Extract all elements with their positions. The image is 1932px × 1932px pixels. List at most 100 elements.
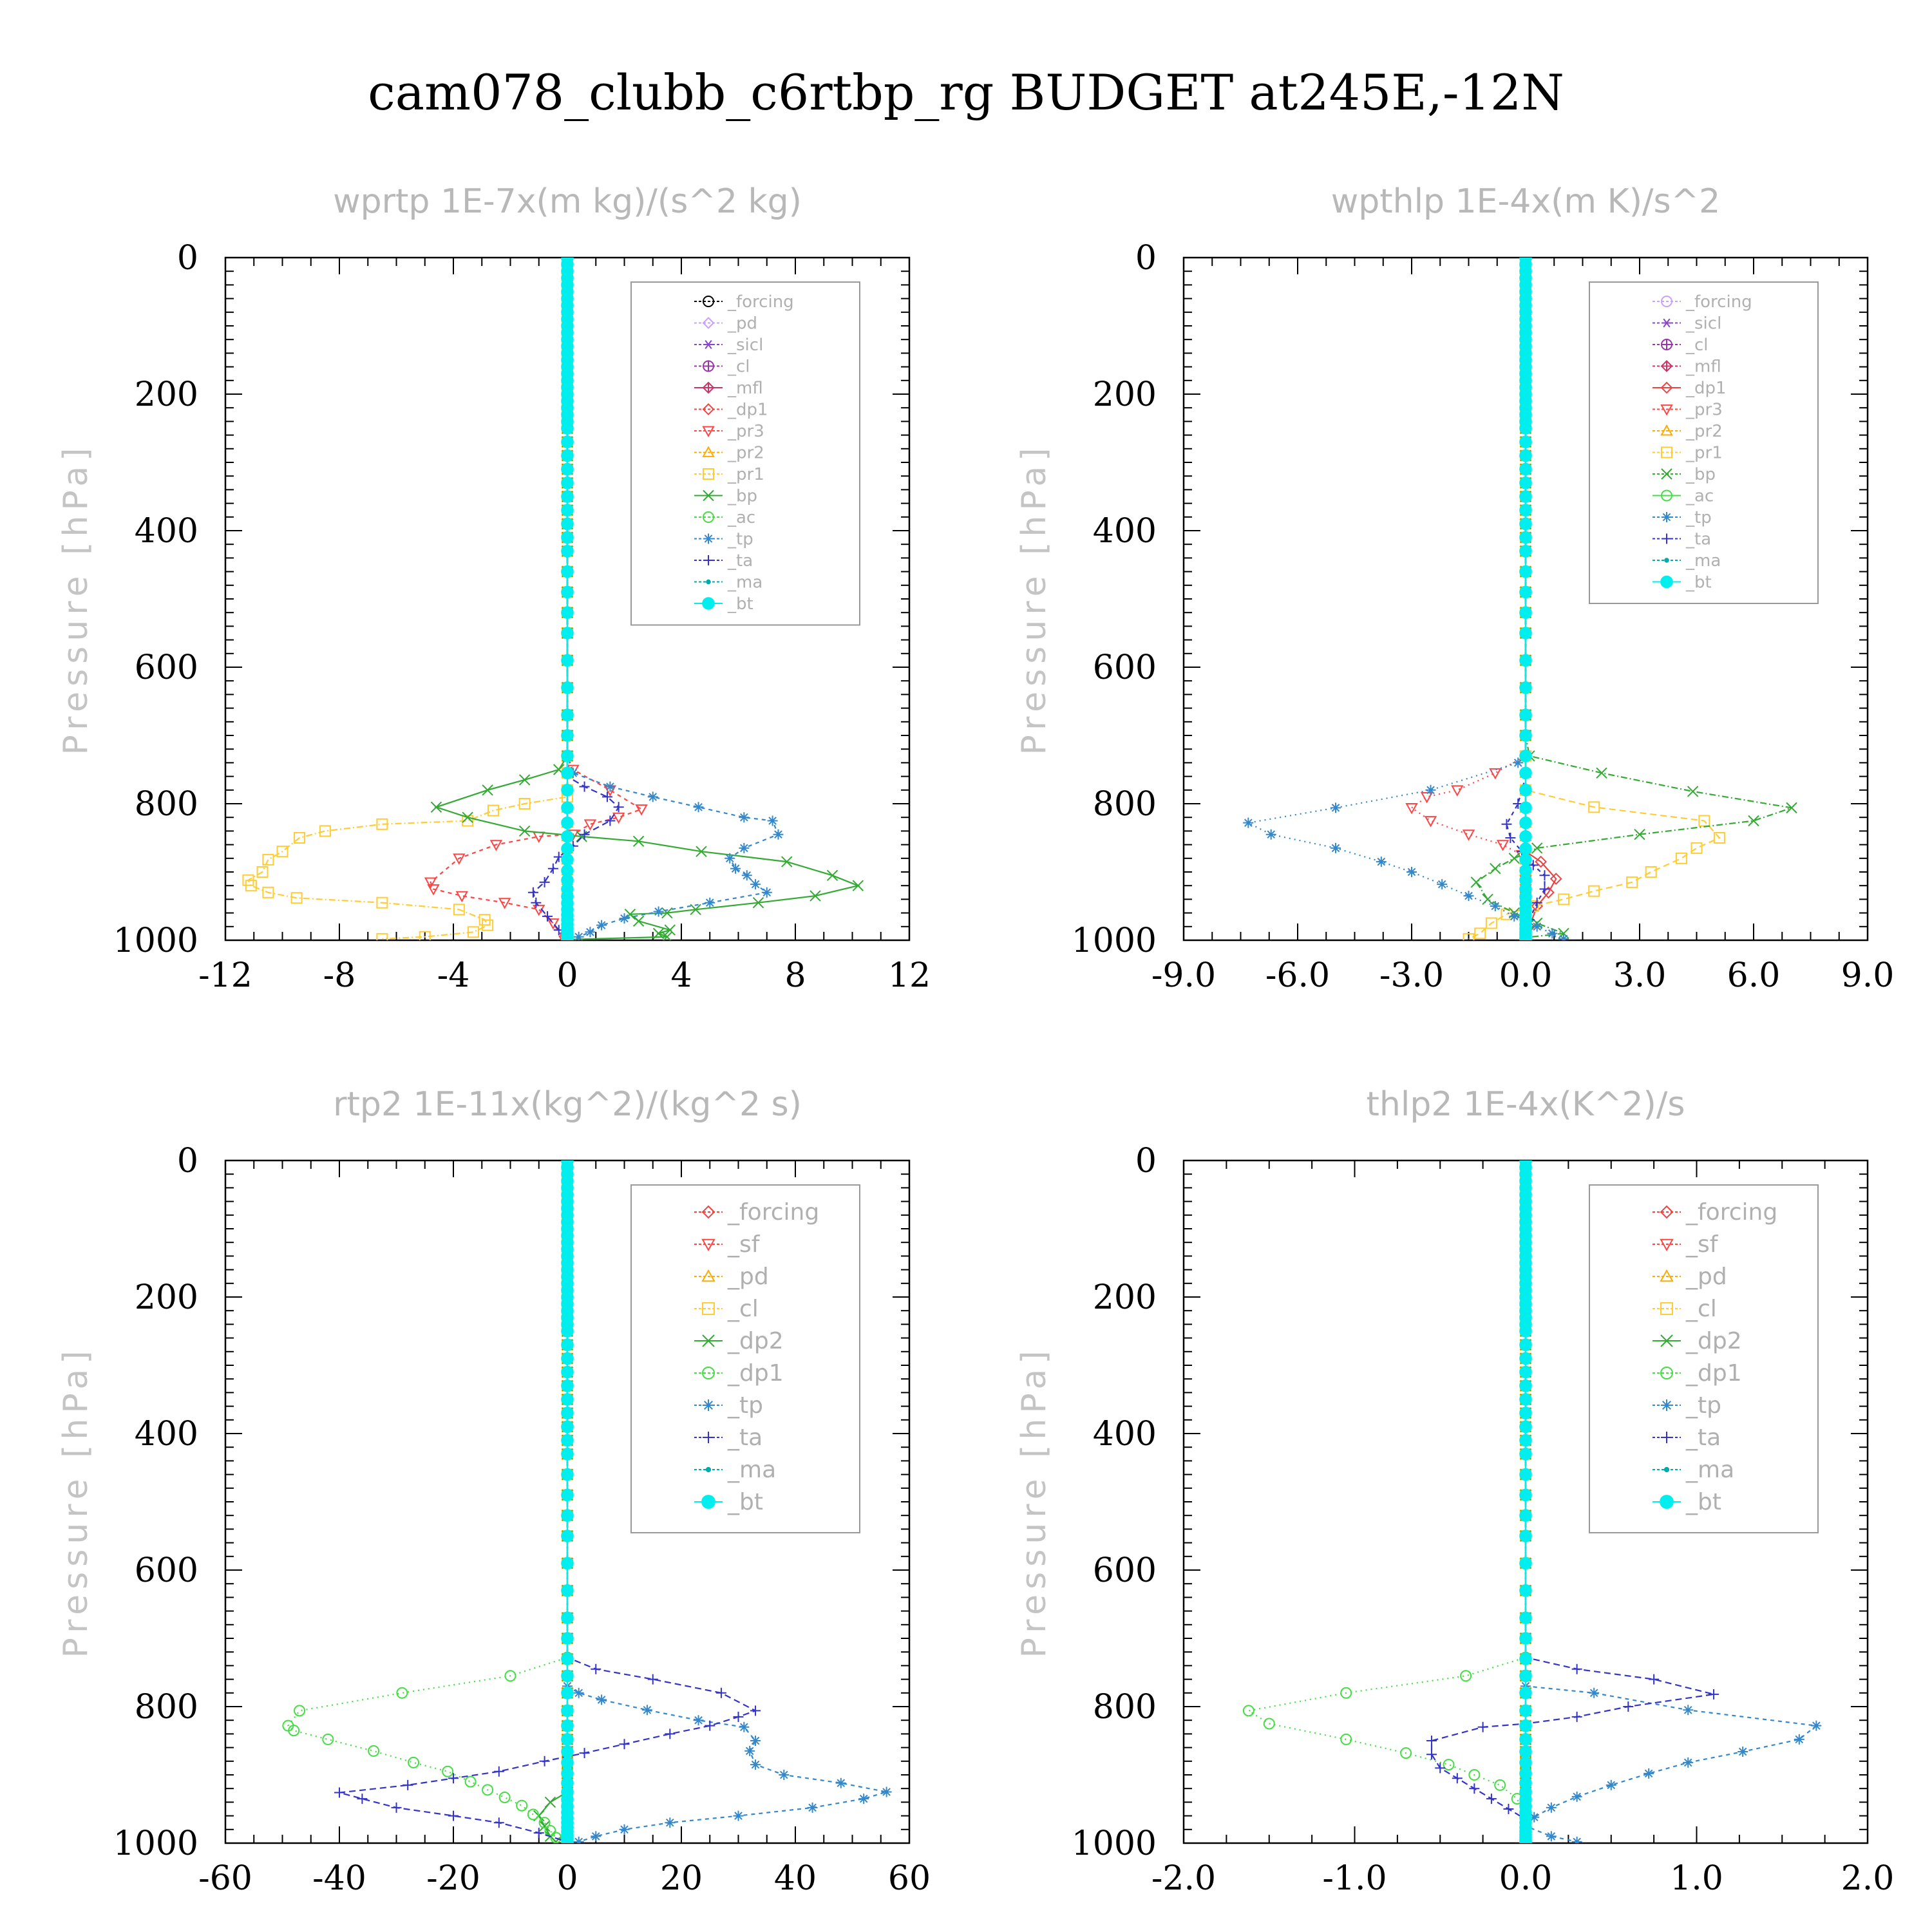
legend-marker bbox=[702, 446, 715, 457]
data-point bbox=[322, 1733, 334, 1745]
x-tick-label: 0 bbox=[556, 1859, 578, 1898]
legend-marker bbox=[701, 1269, 715, 1282]
data-point bbox=[1503, 1804, 1514, 1814]
legend-label: _sf bbox=[727, 1231, 761, 1258]
legend-label: _tp bbox=[727, 1392, 763, 1419]
legend-label: _bp bbox=[727, 487, 757, 506]
data-point bbox=[1331, 802, 1341, 813]
data-point bbox=[1519, 1325, 1532, 1338]
legend-marker bbox=[702, 381, 715, 394]
data-point bbox=[533, 1828, 544, 1839]
y-tick-label: 0 bbox=[177, 239, 198, 278]
data-point bbox=[1482, 893, 1493, 905]
data-point bbox=[1588, 885, 1600, 897]
y-tick-label: 600 bbox=[1093, 649, 1157, 687]
y-tick-label: 1000 bbox=[1072, 1824, 1157, 1863]
data-point bbox=[561, 1434, 574, 1447]
data-point bbox=[531, 897, 542, 908]
data-point bbox=[262, 886, 274, 898]
data-point bbox=[750, 1736, 761, 1746]
data-point bbox=[561, 1509, 574, 1522]
legend-marker bbox=[1660, 424, 1673, 436]
legend-marker bbox=[1660, 404, 1673, 416]
legend-entry: _pd bbox=[1653, 1264, 1727, 1290]
data-point bbox=[1519, 1365, 1532, 1379]
legend-label: _cl bbox=[727, 357, 750, 377]
data-point bbox=[539, 876, 550, 887]
data-point bbox=[561, 1530, 574, 1542]
legend-entry: _ma bbox=[1653, 1457, 1734, 1483]
legend-label: _ma bbox=[1685, 551, 1721, 571]
data-point bbox=[561, 816, 574, 829]
data-point bbox=[561, 1611, 574, 1624]
legend-marker bbox=[1661, 468, 1672, 480]
x-tick-label: -9.0 bbox=[1151, 956, 1216, 995]
y-axis-label: Pressure [hPa] bbox=[57, 443, 95, 755]
data-point bbox=[538, 1820, 551, 1832]
data-point bbox=[1489, 768, 1502, 780]
legend-label: _dp1 bbox=[727, 401, 768, 420]
y-tick-label: 800 bbox=[1093, 1688, 1157, 1727]
data-point bbox=[1571, 1836, 1582, 1843]
legend-marker bbox=[1660, 575, 1673, 589]
data-point bbox=[1424, 816, 1437, 828]
data-point bbox=[1709, 1689, 1719, 1700]
y-tick-label: 800 bbox=[135, 785, 198, 824]
data-point bbox=[561, 1325, 574, 1338]
x-tick-label: 2.0 bbox=[1841, 1859, 1895, 1898]
data-point bbox=[1509, 911, 1520, 922]
data-point bbox=[1519, 1687, 1532, 1700]
data-point bbox=[1519, 830, 1532, 843]
data-point bbox=[561, 1669, 574, 1683]
legend-entry: _ac bbox=[1653, 487, 1714, 506]
data-point bbox=[1571, 1663, 1582, 1674]
legend-entry: _bt bbox=[694, 594, 753, 614]
legend-entry: _pr3 bbox=[1653, 401, 1723, 420]
data-point bbox=[561, 933, 574, 940]
legend-entry: _cl bbox=[694, 1296, 759, 1322]
data-point bbox=[1486, 1794, 1497, 1804]
x-tick-label: 3.0 bbox=[1613, 956, 1667, 995]
data-point bbox=[376, 896, 388, 909]
data-point bbox=[1687, 786, 1699, 797]
legend-entry: _ma bbox=[694, 1457, 776, 1483]
legend-marker bbox=[1660, 1205, 1674, 1219]
data-point bbox=[1519, 477, 1532, 489]
data-point bbox=[750, 1759, 761, 1770]
legend-entry: _pd bbox=[694, 314, 757, 334]
legend-box bbox=[630, 281, 860, 626]
legend-label: _forcing bbox=[1685, 292, 1752, 312]
data-point bbox=[1675, 852, 1687, 864]
legend-label: _bp bbox=[1685, 465, 1716, 484]
figure-title: cam078_clubb_c6rtbp_rg BUDGET at245E,-12… bbox=[368, 64, 1564, 121]
data-point bbox=[256, 866, 269, 878]
data-point bbox=[1505, 833, 1516, 843]
legend-marker bbox=[1660, 1495, 1674, 1509]
data-point bbox=[1468, 1769, 1481, 1781]
data-point bbox=[1519, 531, 1532, 544]
legend-label: _dp1 bbox=[1685, 1360, 1742, 1387]
data-point bbox=[591, 1663, 601, 1674]
data-point bbox=[1539, 884, 1550, 895]
data-point bbox=[596, 920, 607, 931]
data-point bbox=[693, 802, 704, 813]
data-point bbox=[561, 1352, 574, 1365]
legend-label: _ta bbox=[1685, 530, 1711, 549]
data-point bbox=[1605, 1779, 1616, 1790]
data-point bbox=[1501, 819, 1512, 829]
series-dp1 bbox=[282, 1160, 573, 1843]
data-point bbox=[1529, 1812, 1540, 1823]
data-point bbox=[665, 1728, 676, 1739]
data-point bbox=[561, 1745, 574, 1758]
data-point bbox=[1243, 817, 1254, 828]
data-point bbox=[334, 1787, 345, 1798]
legend-entry: _forcing bbox=[694, 292, 794, 312]
data-point bbox=[632, 915, 645, 927]
data-point bbox=[1519, 1704, 1532, 1718]
y-tick-label: 400 bbox=[135, 512, 198, 551]
data-point bbox=[561, 477, 574, 489]
data-point bbox=[1519, 1420, 1532, 1434]
data-point bbox=[467, 926, 479, 938]
data-point bbox=[579, 1748, 590, 1759]
legend-marker bbox=[705, 1466, 712, 1473]
